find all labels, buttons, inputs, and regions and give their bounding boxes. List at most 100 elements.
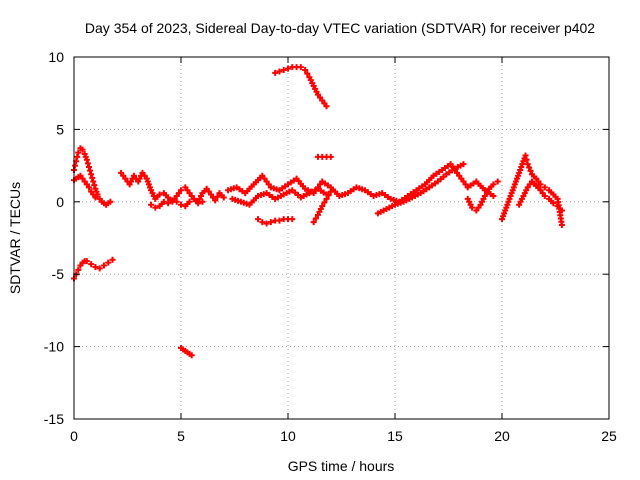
data-point [550, 200, 557, 207]
data-point [173, 198, 180, 205]
data-point [255, 216, 262, 223]
data-point [79, 146, 86, 153]
y-tick-label: -5 [52, 266, 65, 282]
data-point [75, 149, 82, 156]
data-point [105, 259, 112, 266]
data-point [323, 195, 330, 202]
data-point [541, 184, 548, 191]
data-point-fill [72, 162, 79, 169]
data-point [537, 181, 544, 188]
data-point-fill [91, 182, 98, 189]
data-point-fill [74, 153, 81, 160]
data-point [289, 216, 296, 223]
data-point [195, 200, 202, 207]
data-point [310, 219, 317, 226]
data-point [494, 178, 501, 185]
x-tick-label: 10 [280, 428, 296, 444]
data-point [85, 164, 92, 171]
data-point [178, 187, 184, 194]
data-point [272, 69, 279, 76]
data-point-fill [89, 174, 96, 181]
data-point [156, 191, 163, 198]
data-point [178, 201, 184, 208]
data-point-fill [526, 164, 533, 171]
x-tick-label: 15 [387, 428, 403, 444]
x-tick-label: 5 [177, 428, 185, 444]
data-point [199, 198, 206, 205]
chart-title: Day 354 of 2023, Sidereal Day-to-day VTE… [85, 20, 595, 36]
data-point [285, 65, 291, 72]
data-point [152, 204, 159, 211]
y-tick-label: 10 [48, 49, 64, 65]
data-point [319, 203, 326, 210]
data-point [558, 207, 565, 214]
data-point [100, 262, 107, 269]
x-axis-label: GPS time / hours [288, 458, 395, 474]
data-point [88, 171, 95, 178]
x-tick-label: 25 [601, 428, 617, 444]
data-point [276, 68, 283, 75]
data-point [85, 184, 92, 191]
data-point-fill [325, 192, 332, 199]
data-point [524, 161, 531, 168]
data-point [327, 188, 334, 195]
data-point [160, 198, 167, 205]
data-point [186, 198, 193, 205]
data-point [165, 200, 172, 207]
data-point [490, 181, 497, 188]
data-point [83, 156, 90, 163]
data-point [276, 217, 283, 224]
data-point [280, 67, 287, 74]
data-point-fill [84, 160, 91, 167]
data-point [323, 103, 330, 110]
data-point-fill [321, 199, 328, 206]
plot-frame [73, 56, 610, 420]
data-point [88, 261, 95, 268]
data-point [92, 263, 99, 270]
data-point [148, 201, 155, 208]
grid [74, 57, 609, 419]
data-point [481, 193, 488, 200]
data-point [297, 64, 304, 71]
data-marks [71, 64, 565, 359]
data-point [212, 197, 219, 204]
axis-ticks: 0 5 10 15 20 25 -15 -10 -5 0 5 10 [44, 49, 617, 444]
data-point [490, 193, 497, 200]
data-point [267, 219, 274, 226]
data-point [302, 67, 309, 74]
data-point-fill [304, 70, 311, 77]
data-point-fill [214, 193, 221, 200]
data-point [90, 178, 97, 185]
y-axis-label: SDTVAR / TECUs [7, 182, 23, 294]
data-point [522, 152, 529, 159]
x-tick-label: 0 [70, 428, 78, 444]
data-point [188, 352, 195, 359]
data-point [327, 153, 334, 160]
y-tick-label: 0 [56, 194, 64, 210]
data-point-fill [527, 167, 534, 174]
data-point [109, 256, 116, 263]
data-point [259, 219, 266, 226]
data-point [460, 161, 467, 168]
data-point [107, 198, 114, 205]
x-tick-label: 20 [494, 428, 510, 444]
y-tick-label: 5 [56, 121, 64, 137]
data-point-fill [312, 215, 319, 222]
y-tick-label: -15 [44, 411, 64, 427]
data-point [220, 194, 227, 201]
data-point-fill [523, 156, 530, 163]
data-point [96, 265, 103, 272]
data-point-fill [87, 167, 94, 174]
y-tick-label: -10 [44, 339, 64, 355]
data-point-fill [484, 189, 491, 196]
data-point [83, 258, 90, 265]
data-point [541, 193, 548, 200]
data-point [169, 197, 176, 204]
data-point [558, 221, 565, 228]
data-point [469, 204, 476, 211]
data-point [92, 194, 99, 201]
data-point [75, 266, 82, 273]
data-point [263, 220, 270, 227]
